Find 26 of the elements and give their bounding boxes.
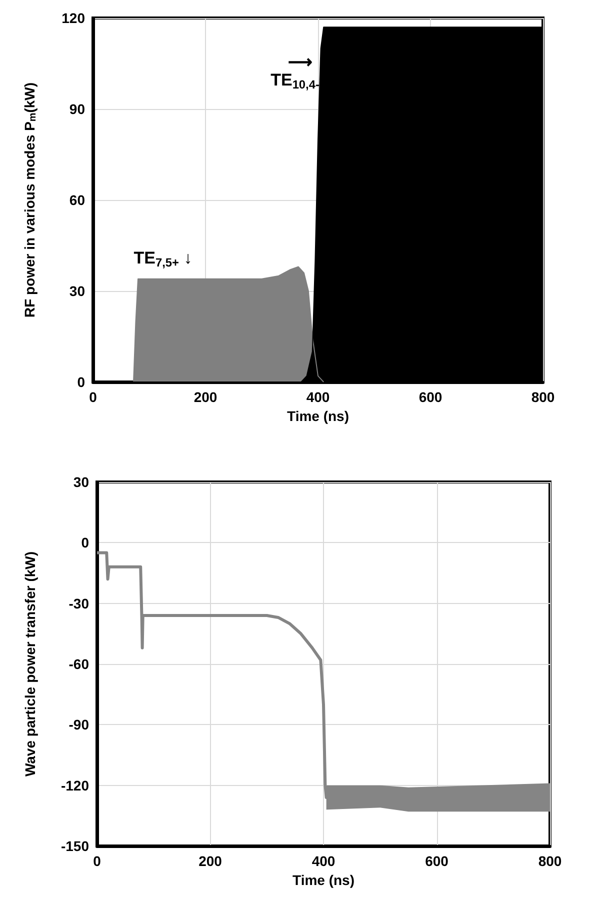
y-tick-label: 30 [73,474,90,490]
y-tick-label: -30 [68,595,90,612]
y-axis-title: RF power in various modes Pm(kW) [22,82,38,318]
x-tick-label: 800 [531,389,555,405]
y-tick-label: -120 [60,777,90,794]
y-tick-label: 0 [81,534,90,551]
x-axis-title: Time (ns) [292,872,354,888]
y-tick-label: -90 [68,716,90,733]
y-axis-title: Wave particle power transfer (kW) [22,551,38,777]
x-axis-title: Time (ns) [287,408,349,424]
y-tick-label: 30 [69,283,86,299]
y-tick-label: 90 [69,101,86,117]
annotation: ⟶ [288,52,312,72]
x-tick-label: 200 [198,853,222,869]
x-tick-label: 600 [425,853,449,869]
x-tick-label: 200 [194,389,218,405]
x-tick-label: 400 [312,853,336,869]
y-tick-label: 0 [77,374,86,390]
x-tick-label: 400 [306,389,330,405]
y-tick-label: 60 [69,192,86,208]
y-tick-label: -150 [60,838,90,854]
x-tick-label: 800 [538,853,562,869]
x-tick-label: 600 [418,389,442,405]
x-tick-label: 0 [93,853,102,869]
y-tick-label: -60 [68,656,90,672]
y-tick-label: 120 [62,10,86,26]
